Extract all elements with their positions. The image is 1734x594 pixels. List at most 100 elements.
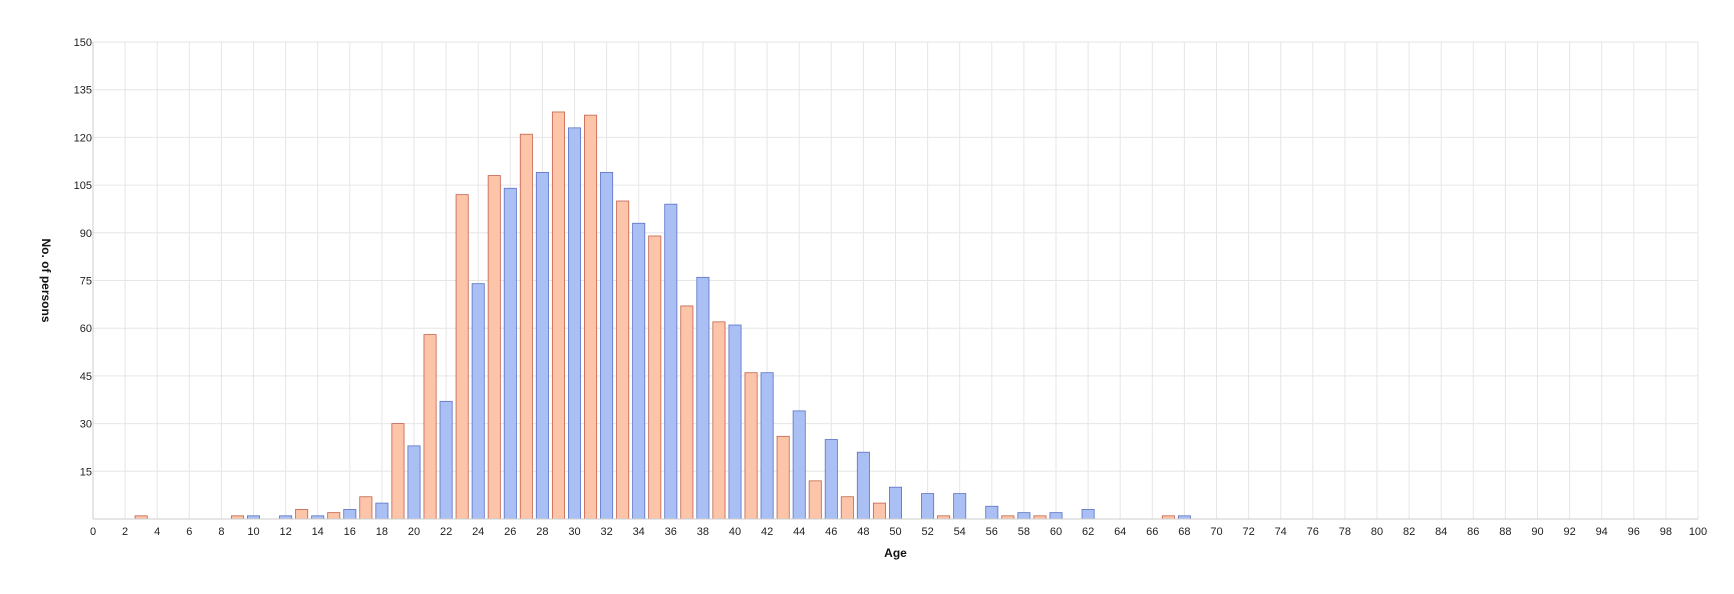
x-tick-label: 80: [1371, 526, 1383, 538]
bar-age-52: [921, 493, 935, 520]
bar-age-19: [391, 423, 405, 520]
x-tick-label: 74: [1275, 526, 1287, 538]
x-tick-label: 20: [408, 526, 420, 538]
bar-age-17: [359, 496, 373, 520]
x-tick-label: 18: [376, 526, 388, 538]
bar-age-25: [487, 175, 501, 520]
x-tick-label: 66: [1146, 526, 1158, 538]
x-tick-label: 94: [1596, 526, 1608, 538]
x-tick-label: 28: [536, 526, 548, 538]
x-tick-label: 40: [729, 526, 741, 538]
x-tick-label: 10: [247, 526, 259, 538]
y-tick-label: 15: [80, 466, 92, 478]
x-tick-label: 70: [1210, 526, 1222, 538]
x-tick-label: 62: [1082, 526, 1094, 538]
y-tick-label: 135: [74, 85, 92, 97]
bar-age-23: [455, 194, 469, 520]
x-tick-label: 6: [186, 526, 192, 538]
grid-lines: [92, 41, 1699, 519]
x-tick-label: 86: [1467, 526, 1479, 538]
bar-age-28: [535, 171, 549, 520]
x-tick-label: 88: [1499, 526, 1511, 538]
y-tick-label: 120: [74, 132, 92, 144]
bar-age-22: [439, 400, 453, 520]
bar-age-46: [824, 439, 838, 520]
x-tick-label: 84: [1435, 526, 1447, 538]
x-tick-label: 90: [1531, 526, 1543, 538]
bar-age-30: [568, 127, 582, 520]
x-tick-label: 44: [793, 526, 805, 538]
tick-labels: 0 2 4 6 8 10 12 14 16 18 20 22 24 26 28 30 32 34 36 38 40 42 4…: [74, 37, 1708, 538]
x-tick-label: 100: [1689, 526, 1707, 538]
bar-age-48: [856, 451, 870, 520]
x-tick-label: 22: [440, 526, 452, 538]
x-tick-label: 48: [857, 526, 869, 538]
bar-age-18: [375, 502, 389, 520]
bar-age-42: [760, 372, 774, 520]
x-tick-label: 76: [1307, 526, 1319, 538]
x-tick-label: 58: [1018, 526, 1030, 538]
bar-age-27: [519, 133, 533, 520]
bar-age-45: [808, 480, 822, 520]
bar-age-34: [632, 222, 646, 520]
bar-age-26: [503, 187, 517, 520]
y-tick-label: 45: [80, 371, 92, 383]
y-axis-title: No. of persons: [39, 238, 53, 322]
bar-age-39: [712, 321, 726, 520]
x-tick-label: 24: [472, 526, 484, 538]
bar-age-13: [295, 509, 309, 520]
x-tick-label: 64: [1114, 526, 1126, 538]
bar-age-16: [343, 509, 357, 520]
y-tick-label: 150: [74, 37, 92, 49]
x-tick-label: 12: [279, 526, 291, 538]
bar-age-47: [840, 496, 854, 520]
x-tick-label: 46: [825, 526, 837, 538]
bar-age-40: [728, 324, 742, 520]
x-tick-label: 4: [154, 526, 160, 538]
x-tick-label: 56: [986, 526, 998, 538]
bar-age-20: [407, 445, 421, 520]
x-tick-label: 0: [90, 526, 96, 538]
x-tick-label: 38: [697, 526, 709, 538]
x-tick-label: 96: [1628, 526, 1640, 538]
x-tick-label: 68: [1178, 526, 1190, 538]
bar-age-56: [985, 505, 999, 520]
y-tick-label: 30: [80, 419, 92, 431]
bars: [134, 111, 1191, 520]
y-tick-label: 90: [80, 228, 92, 240]
bar-age-33: [616, 200, 630, 520]
x-tick-label: 54: [954, 526, 966, 538]
bar-age-44: [792, 410, 806, 520]
bar-age-50: [889, 486, 903, 520]
bar-age-35: [648, 235, 662, 520]
bar-age-49: [872, 502, 886, 520]
x-tick-label: 8: [218, 526, 224, 538]
x-tick-label: 14: [312, 526, 324, 538]
x-tick-label: 82: [1403, 526, 1415, 538]
bar-age-36: [664, 203, 678, 520]
bar-age-41: [744, 372, 758, 520]
bar-age-60: [1049, 512, 1063, 520]
x-tick-label: 32: [600, 526, 612, 538]
x-tick-label: 42: [761, 526, 773, 538]
bar-age-31: [584, 114, 598, 520]
bar-age-32: [600, 171, 614, 520]
x-tick-label: 98: [1660, 526, 1672, 538]
x-tick-label: 36: [665, 526, 677, 538]
bar-age-58: [1017, 512, 1031, 520]
x-tick-label: 34: [633, 526, 645, 538]
bar-age-24: [471, 283, 485, 520]
bar-age-43: [776, 435, 790, 520]
x-axis-title: Age: [884, 546, 907, 560]
bar-age-37: [680, 305, 694, 520]
bar-age-21: [423, 334, 437, 520]
x-tick-label: 26: [504, 526, 516, 538]
bar-age-62: [1081, 509, 1095, 520]
y-tick-label: 75: [80, 276, 92, 288]
y-tick-label: 105: [74, 180, 92, 192]
bar-age-29: [551, 111, 565, 520]
x-tick-label: 16: [344, 526, 356, 538]
x-tick-label: 50: [889, 526, 901, 538]
